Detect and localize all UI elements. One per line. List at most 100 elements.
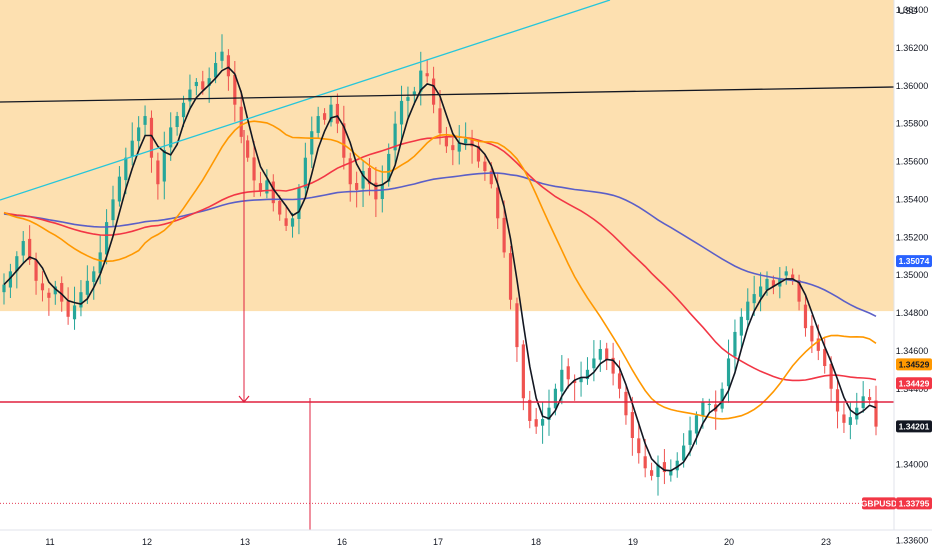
candle-body bbox=[380, 184, 384, 200]
time-tick-label: 11 bbox=[45, 537, 54, 547]
time-tick-label: 17 bbox=[433, 537, 443, 547]
candle-body bbox=[496, 187, 500, 219]
candle-body bbox=[143, 116, 147, 125]
candle-body bbox=[85, 280, 89, 295]
candle-body bbox=[842, 414, 846, 423]
candle-body bbox=[8, 271, 13, 288]
candle-body bbox=[791, 274, 795, 279]
candle-body bbox=[771, 280, 776, 287]
candle-body bbox=[21, 241, 25, 256]
time-axis[interactable]: 11 12 13 16 17 18 19 20 23 bbox=[45, 537, 831, 547]
candle-body bbox=[579, 377, 583, 383]
candle-body bbox=[15, 256, 19, 272]
price-badges: 1.35074 1.34529 1.34429 1.34201 GBPUSD 1.3379… bbox=[861, 255, 932, 510]
candle-body bbox=[278, 200, 282, 215]
candle-body bbox=[656, 464, 660, 477]
candle-body bbox=[60, 283, 64, 302]
candle-body bbox=[470, 139, 474, 147]
price-axis[interactable]: 1.36400 1.36200 1.36000 1.35800 1.35600 1.354… bbox=[896, 5, 929, 545]
candle-body bbox=[72, 305, 77, 320]
candle-body bbox=[239, 106, 243, 137]
candle-body bbox=[682, 445, 686, 461]
symbol-badge bbox=[862, 497, 896, 510]
moving-averages bbox=[3, 66, 877, 472]
candle-body bbox=[162, 150, 166, 182]
trendline-black[interactable] bbox=[0, 86, 895, 103]
candle-body bbox=[34, 259, 38, 281]
candle-body bbox=[573, 380, 577, 384]
candle-body bbox=[149, 117, 154, 158]
candle-body bbox=[297, 188, 301, 219]
price-badge-text: 1.35074 bbox=[899, 256, 930, 266]
candle-body bbox=[419, 70, 423, 92]
candle-body bbox=[310, 131, 314, 155]
candle-body bbox=[451, 145, 455, 151]
candle-body bbox=[457, 142, 461, 152]
candle-body bbox=[598, 348, 602, 360]
candle-body bbox=[810, 325, 814, 342]
candle-body bbox=[611, 357, 615, 374]
price-tick-label: 1.36400 bbox=[896, 5, 929, 15]
candle-body bbox=[489, 170, 493, 185]
candle-body bbox=[701, 402, 705, 416]
candle-body bbox=[848, 417, 852, 425]
candle-body bbox=[104, 222, 109, 255]
candle-body bbox=[329, 104, 333, 123]
candle-body bbox=[265, 180, 269, 194]
time-tick-label: 18 bbox=[531, 537, 541, 547]
candle-body bbox=[226, 55, 231, 77]
price-axis-panel bbox=[894, 0, 932, 550]
currency-label: USD bbox=[898, 6, 918, 16]
candle-body bbox=[53, 286, 57, 295]
candle-body bbox=[508, 253, 513, 300]
candle-body bbox=[66, 301, 70, 317]
candle-body bbox=[624, 391, 628, 416]
candle-body bbox=[367, 168, 372, 185]
time-tick-label: 19 bbox=[628, 537, 638, 547]
candle-body bbox=[669, 470, 673, 476]
candle-body bbox=[406, 97, 410, 101]
time-tick-label: 20 bbox=[724, 537, 734, 547]
candle-body bbox=[784, 271, 788, 276]
time-tick-label: 16 bbox=[337, 537, 347, 547]
candle-body bbox=[322, 113, 327, 120]
current-price-badge bbox=[896, 497, 932, 510]
candle-body bbox=[169, 127, 173, 148]
candle-body bbox=[117, 176, 122, 202]
candle-body bbox=[92, 271, 96, 282]
candle-body bbox=[483, 161, 487, 171]
price-badge bbox=[896, 358, 932, 371]
candle-body bbox=[694, 415, 699, 434]
candle-body bbox=[393, 123, 397, 151]
candle-body bbox=[707, 403, 711, 406]
price-tick-label: 1.35600 bbox=[896, 157, 929, 167]
candle-body bbox=[79, 292, 83, 308]
candle-body bbox=[28, 238, 32, 260]
candle-body bbox=[47, 292, 51, 298]
candle-body bbox=[829, 363, 833, 389]
candle-body bbox=[124, 157, 128, 181]
price-tick-label: 1.36200 bbox=[896, 43, 929, 53]
trendline-cyan[interactable] bbox=[0, 0, 611, 201]
candle-body bbox=[271, 181, 275, 204]
ma-red-line bbox=[3, 135, 877, 382]
price-tick-label: 1.33600 bbox=[896, 535, 929, 545]
candle-body bbox=[758, 286, 763, 297]
price-tick-label: 1.34600 bbox=[896, 346, 929, 356]
supply-zone bbox=[0, 0, 894, 312]
price-tick-label: 1.34800 bbox=[896, 308, 929, 318]
candle-body bbox=[605, 348, 609, 361]
candle-body bbox=[399, 100, 404, 125]
candle-body bbox=[752, 294, 756, 304]
candle-body bbox=[207, 78, 211, 86]
candle-body bbox=[412, 91, 416, 96]
candle-body bbox=[797, 280, 801, 302]
price-tick-label: 1.34000 bbox=[896, 460, 929, 470]
candle-body bbox=[675, 460, 679, 471]
candle-body bbox=[246, 140, 250, 158]
candle-body bbox=[746, 301, 750, 321]
candle-body bbox=[342, 123, 346, 158]
candle-body bbox=[528, 399, 532, 421]
candle-body bbox=[643, 456, 647, 469]
